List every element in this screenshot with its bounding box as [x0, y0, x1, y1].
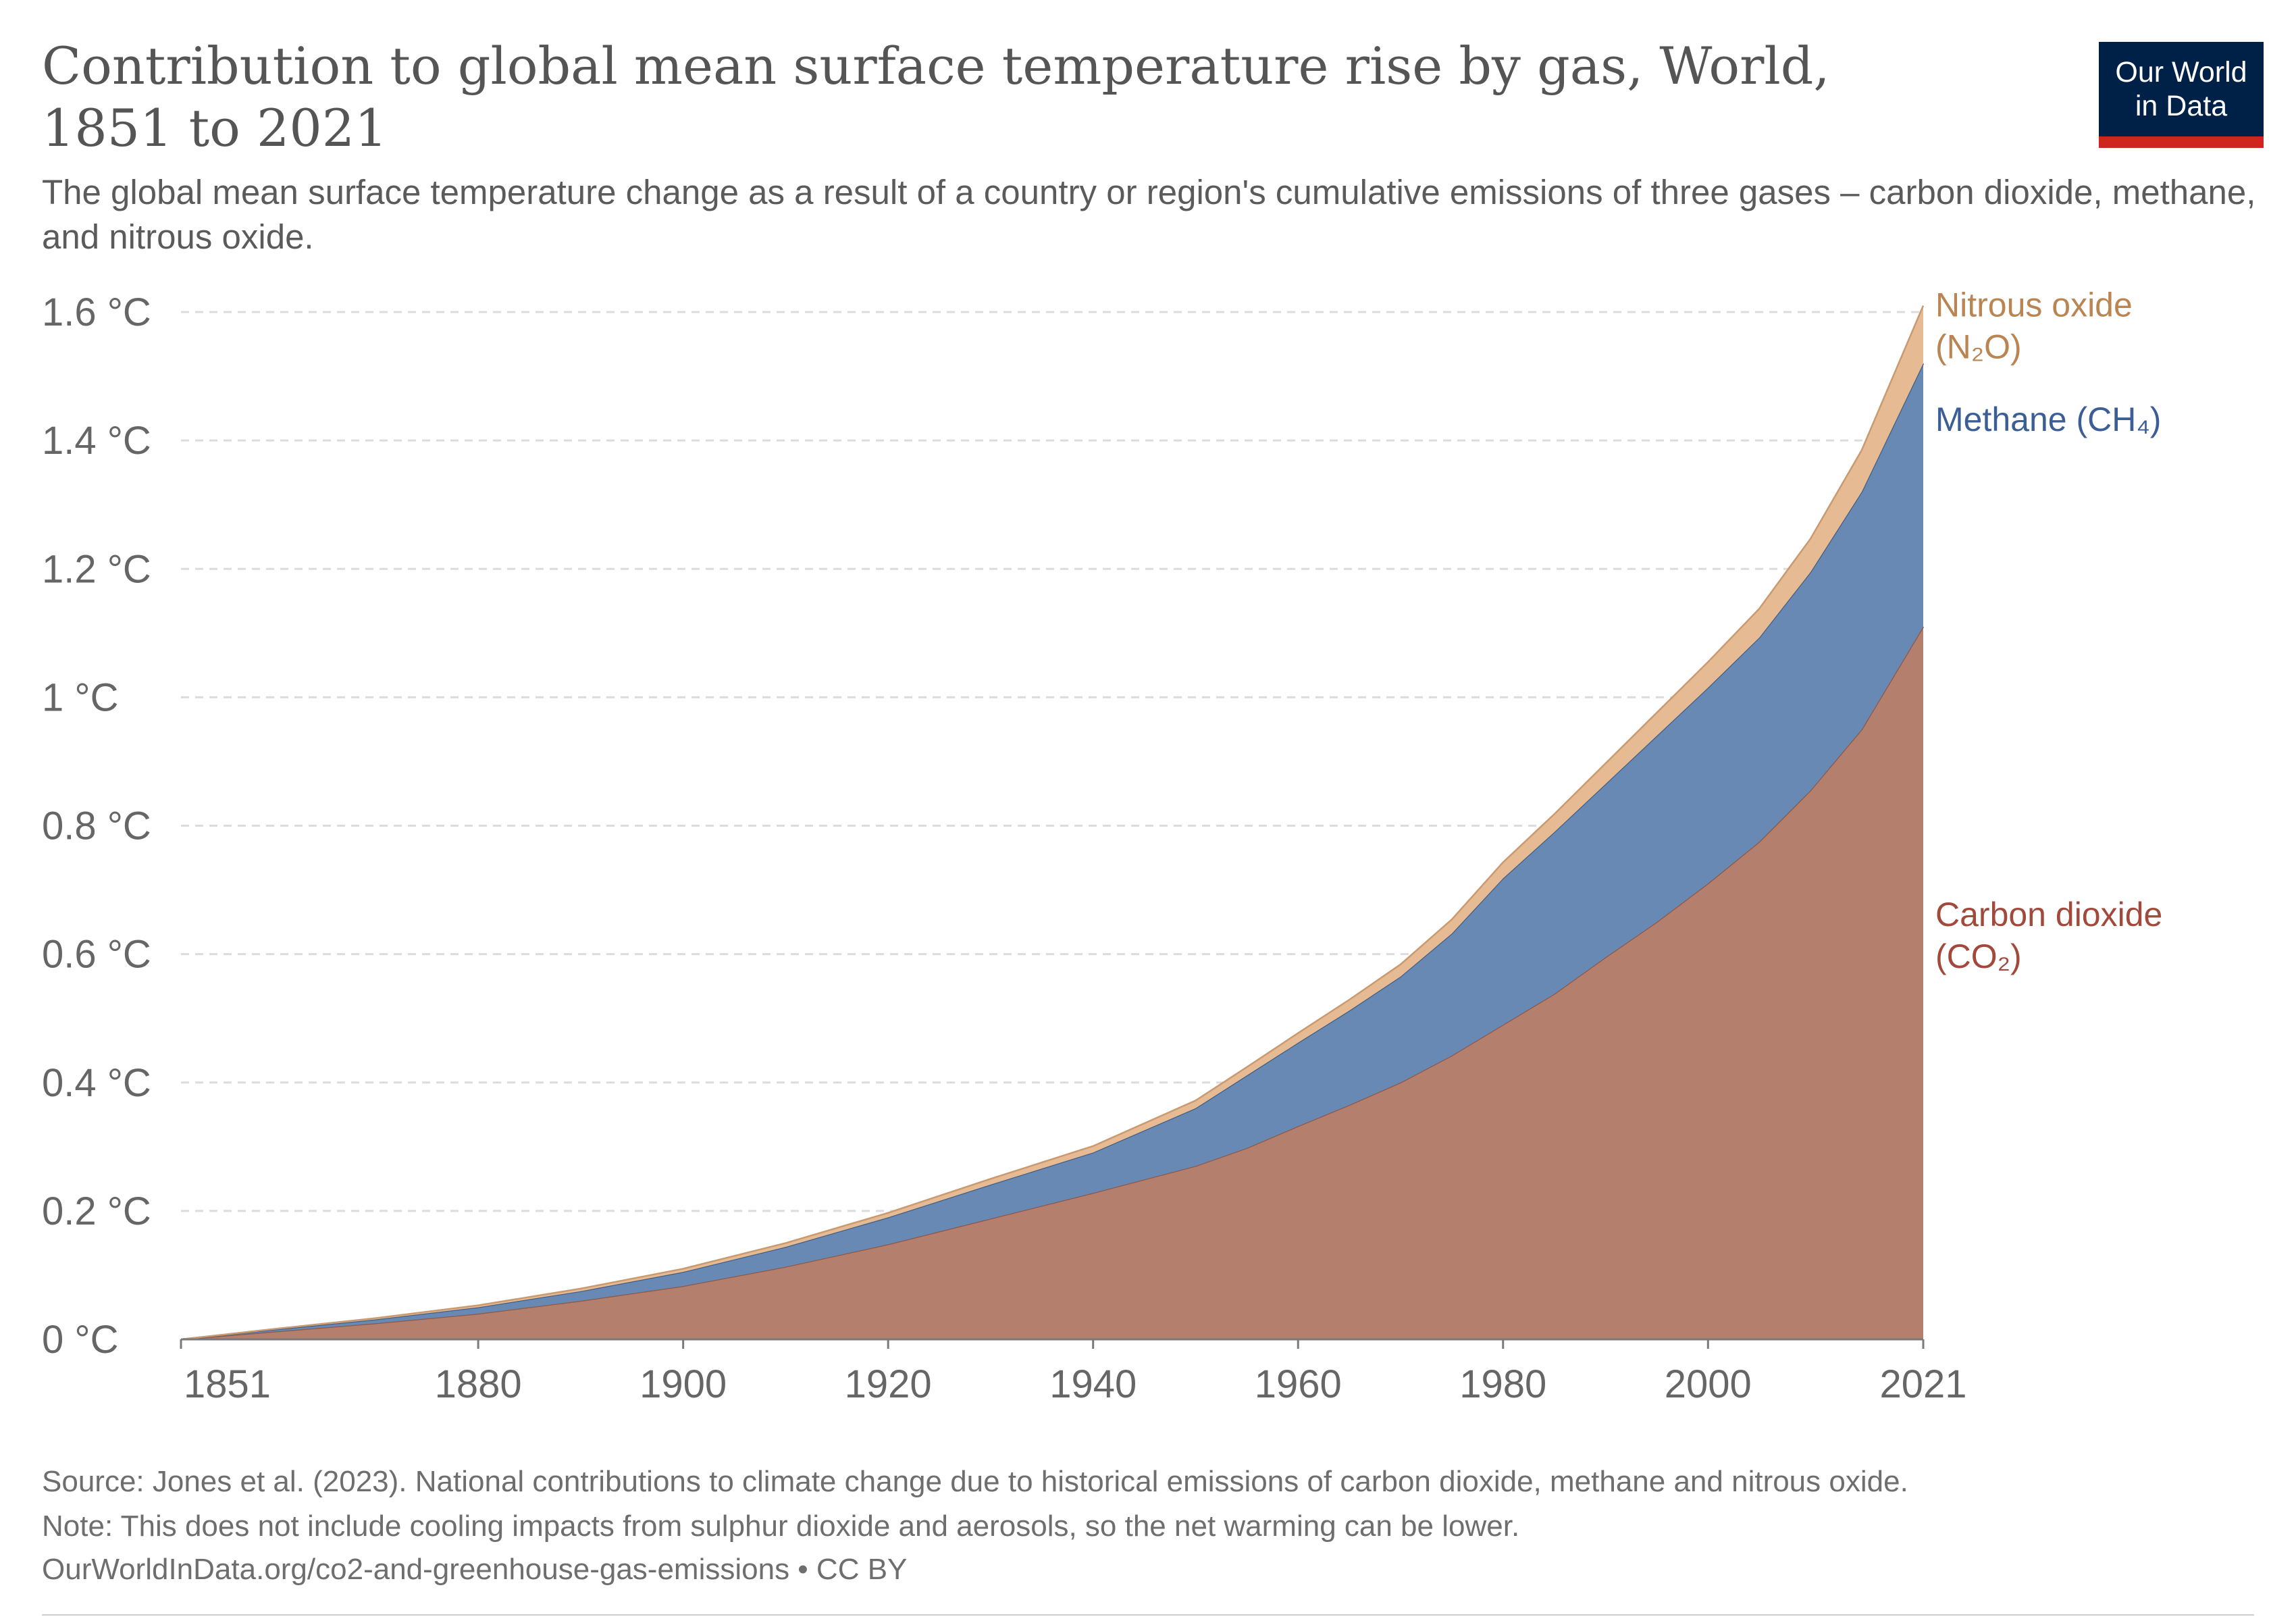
- x-tick-label: 1880: [435, 1362, 522, 1406]
- y-tick-label: 1.2 °C: [42, 547, 151, 591]
- series-label-line: Methane (CH₄): [1935, 401, 2161, 438]
- logo-line-2: in Data: [2135, 90, 2228, 122]
- owid-logo[interactable]: Our World in Data: [2099, 42, 2264, 148]
- y-tick-label: 0.2 °C: [42, 1189, 151, 1233]
- axes: 0 °C 0.2 °C 0.4 °C 0.6 °C 0.8 °C 1 °C 1.2 °C 1.…: [42, 290, 1967, 1406]
- y-tick-label: 0.4 °C: [42, 1061, 151, 1105]
- area-ch4: [181, 363, 1923, 1339]
- x-tick-label: 1851: [184, 1362, 271, 1406]
- x-tick-label: 1900: [640, 1362, 727, 1406]
- series-label-co2: Carbon dioxide (CO₂): [1935, 896, 2162, 975]
- series-label-line: Carbon dioxide: [1935, 896, 2162, 933]
- series-label-line: Nitrous oxide: [1935, 286, 2133, 324]
- series-label-line: (N₂O): [1935, 328, 2022, 365]
- footer-note: Note: This does not include cooling impa…: [42, 1510, 1520, 1543]
- x-tick-label: 1940: [1049, 1362, 1137, 1406]
- footer-source: Source: Jones et al. (2023). National co…: [42, 1465, 1908, 1498]
- footer-divider: [42, 1614, 2254, 1616]
- chart-subtitle: The global mean surface temperature chan…: [42, 173, 2256, 256]
- logo-line-1: Our World: [2115, 56, 2247, 88]
- y-tick-label: 0.6 °C: [42, 933, 151, 977]
- series-label-line: (CO₂): [1935, 937, 2022, 975]
- series-label-n2o: Nitrous oxide (N₂O): [1935, 286, 2133, 365]
- area-layer: [180, 305, 1925, 1341]
- y-tick-label: 0.8 °C: [42, 804, 151, 848]
- y-tick-label: 0 °C: [42, 1318, 118, 1362]
- x-tick-label: 1920: [845, 1362, 932, 1406]
- y-tick-label: 1 °C: [42, 675, 118, 719]
- x-tick-label: 1980: [1459, 1362, 1546, 1406]
- series-labels: Carbon dioxide (CO₂) Methane (CH₄) Nitrous …: [1935, 286, 2162, 975]
- y-tick-label: 1.6 °C: [42, 290, 151, 334]
- footer-url[interactable]: OurWorldInData.org/co2-and-greenhouse-ga…: [42, 1553, 908, 1586]
- x-tick-label: 2021: [1879, 1362, 1966, 1406]
- series-label-ch4: Methane (CH₄): [1935, 401, 2161, 438]
- x-tick-label: 1960: [1255, 1362, 1342, 1406]
- area-co2: [181, 626, 1923, 1339]
- x-tick-label: 2000: [1665, 1362, 1752, 1406]
- y-tick-label: 1.4 °C: [42, 419, 151, 463]
- chart-title: Contribution to global mean surface temp…: [42, 36, 1830, 158]
- series-line-n2o: [180, 305, 1925, 1341]
